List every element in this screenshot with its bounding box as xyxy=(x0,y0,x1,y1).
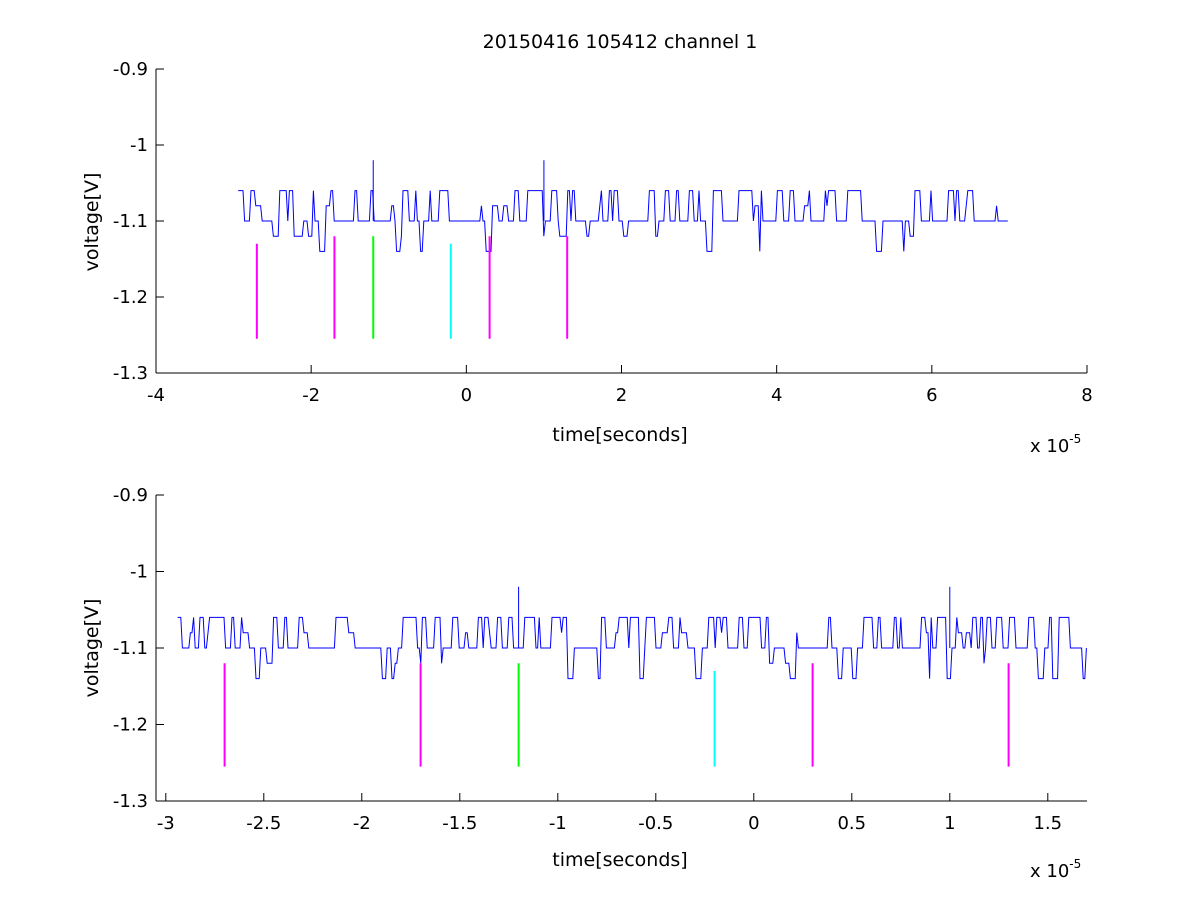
y-tick-label: -1.3 xyxy=(113,791,148,812)
bottom-plot-markers xyxy=(223,663,1010,767)
x-tick-label: -2.5 xyxy=(246,813,281,834)
y-tick-label: -1.1 xyxy=(113,638,148,659)
y-tick-label: -1 xyxy=(130,135,148,156)
top-plot-ticks: -4 -2 0 2 4 6 8 -1.3 -1.2 -1.1 -1 -0.9 xyxy=(113,59,1093,406)
bottom-plot-xlabel: time[seconds] xyxy=(552,849,687,871)
top-plot-markers xyxy=(255,236,569,339)
voltage-trace xyxy=(238,190,1008,252)
top-plot-trace xyxy=(238,160,1008,252)
x-tick-label: -1.5 xyxy=(442,813,477,834)
bottom-plot-ylabel: voltage[V] xyxy=(81,599,103,698)
x-tick-label: 4 xyxy=(771,385,782,406)
top-plot-xlabel: time[seconds] xyxy=(552,424,687,446)
y-tick-label: -1.3 xyxy=(113,363,148,384)
x-tick-label: -2 xyxy=(302,385,320,406)
top-plot-axes xyxy=(155,69,1087,374)
x-tick-label: 0 xyxy=(748,813,759,834)
x-tick-label: -3 xyxy=(157,813,175,834)
x-tick-label: 0.5 xyxy=(837,813,866,834)
y-tick-label: -0.9 xyxy=(113,485,148,506)
x-tick-label: -0.5 xyxy=(638,813,673,834)
figure-title: 20150416 105412 channel 1 xyxy=(483,31,758,53)
x-tick-label: -1 xyxy=(549,813,567,834)
top-plot-ylabel: voltage[V] xyxy=(81,173,103,272)
x-tick-label: 1 xyxy=(944,813,955,834)
x-tick-label: 0 xyxy=(461,385,472,406)
voltage-trace xyxy=(177,616,1087,680)
x-tick-label: 1.5 xyxy=(1033,813,1062,834)
y-tick-label: -1.1 xyxy=(113,211,148,232)
top-plot-x-multiplier: x 10-5 xyxy=(1030,432,1081,457)
y-tick-label: -0.9 xyxy=(113,59,148,80)
y-tick-label: -1 xyxy=(130,562,148,583)
y-tick-label: -1.2 xyxy=(113,715,148,736)
y-tick-label: -1.2 xyxy=(113,287,148,308)
bottom-plot-x-multiplier: x 10-5 xyxy=(1030,857,1081,882)
top-plot: -4 -2 0 2 4 6 8 -1.3 -1.2 -1.1 -1 -0.9 time[seconds… xyxy=(81,59,1093,457)
x-tick-label: 6 xyxy=(926,385,937,406)
x-tick-label: -2 xyxy=(353,813,371,834)
x-tick-label: 2 xyxy=(616,385,627,406)
bottom-plot: -3 -2.5 -2 -1.5 -1 -0.5 0 0.5 1 1.5 -1.3 -1.2 -1.1 -1… xyxy=(81,485,1087,882)
x-tick-label: 8 xyxy=(1081,385,1092,406)
x-tick-label: -4 xyxy=(147,385,165,406)
bottom-plot-trace xyxy=(177,586,1087,680)
bottom-plot-axes xyxy=(155,495,1087,802)
bottom-plot-ticks: -3 -2.5 -2 -1.5 -1 -0.5 0 0.5 1 1.5 -1.3 -1.2 -1.1 -1… xyxy=(113,485,1062,834)
